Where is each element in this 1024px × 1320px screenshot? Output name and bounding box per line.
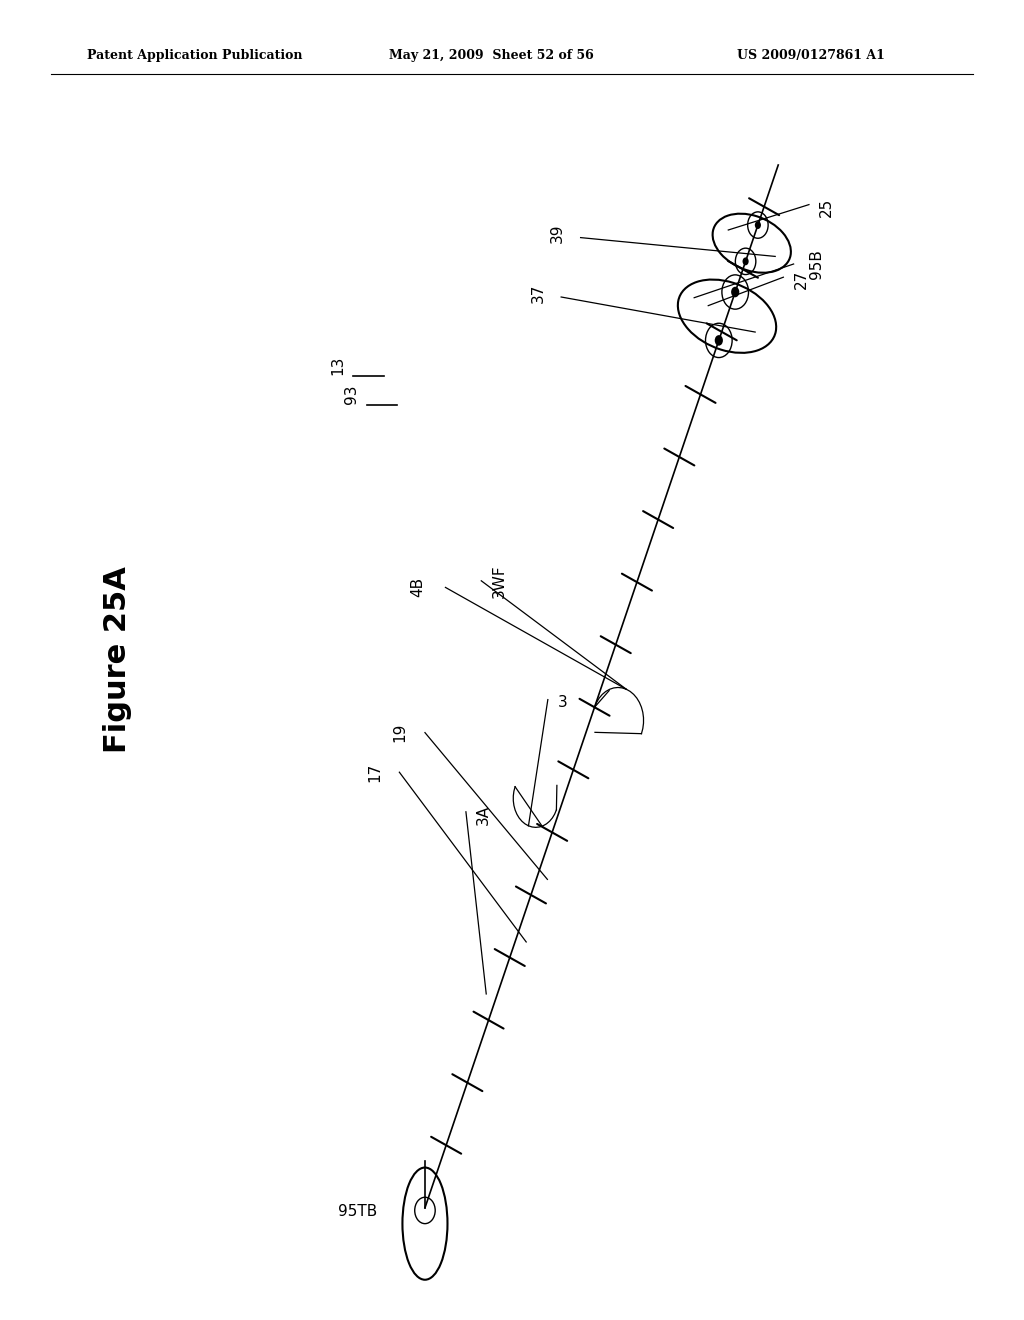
Text: 4B: 4B: [410, 577, 425, 598]
Text: US 2009/0127861 A1: US 2009/0127861 A1: [737, 49, 885, 62]
Text: 37: 37: [530, 284, 546, 302]
Circle shape: [742, 257, 749, 265]
Text: 3A: 3A: [476, 804, 492, 825]
Text: 39: 39: [550, 224, 565, 243]
Text: Patent Application Publication: Patent Application Publication: [87, 49, 302, 62]
Text: 13: 13: [331, 355, 345, 375]
Text: 27: 27: [794, 271, 809, 289]
Text: 3WF: 3WF: [492, 564, 507, 598]
Text: 25: 25: [819, 198, 835, 216]
Circle shape: [731, 286, 739, 297]
Circle shape: [755, 222, 761, 230]
Text: Figure 25A: Figure 25A: [103, 566, 132, 754]
Text: 17: 17: [367, 763, 382, 781]
Circle shape: [715, 335, 723, 346]
Text: May 21, 2009  Sheet 52 of 56: May 21, 2009 Sheet 52 of 56: [389, 49, 594, 62]
Text: 19: 19: [392, 723, 408, 742]
Text: 95TB: 95TB: [338, 1204, 377, 1220]
Text: 93: 93: [344, 384, 358, 404]
Text: 3: 3: [558, 694, 568, 710]
Text: 95B: 95B: [809, 249, 824, 279]
